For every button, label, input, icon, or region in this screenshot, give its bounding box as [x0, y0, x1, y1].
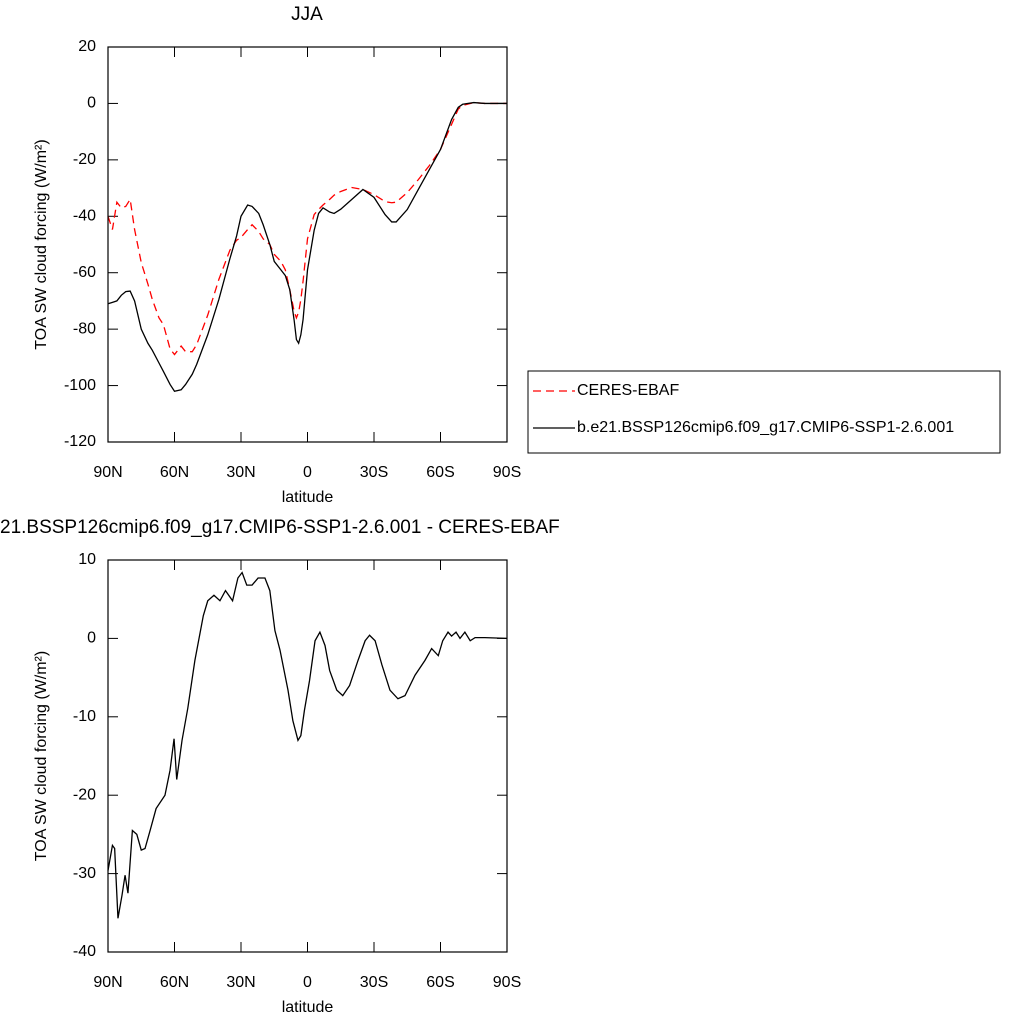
data-line	[107, 101, 507, 356]
y-tick-label: -10	[73, 708, 96, 725]
x-tick-label: 60S	[426, 974, 454, 991]
y-tick-label: 0	[87, 630, 96, 647]
x-tick-label: 90S	[493, 464, 521, 481]
data-line	[107, 101, 507, 392]
y-tick-label: -40	[73, 208, 96, 225]
y-tick-label: -30	[73, 865, 96, 882]
x-tick-label: 90S	[493, 974, 521, 991]
x-tick-label: 90N	[93, 464, 122, 481]
y-tick-label: -20	[73, 786, 96, 803]
y-tick-label: -20	[73, 151, 96, 168]
x-tick-label: 30N	[226, 464, 255, 481]
y-tick-label: 10	[78, 551, 96, 568]
y-tick-label: -120	[64, 433, 96, 450]
data-line	[107, 571, 508, 919]
plot-frame	[107, 559, 508, 953]
x-tick-label: 30N	[226, 974, 255, 991]
y-axis-label: TOA SW cloud forcing (W/m²)	[33, 651, 50, 861]
y-tick-label: -40	[73, 943, 96, 960]
y-tick-label: 20	[78, 38, 96, 55]
chart-title: JJA	[291, 4, 323, 25]
legend-box	[527, 370, 1001, 454]
y-tick-label: -80	[73, 320, 96, 337]
plot-frame	[107, 46, 508, 443]
x-tick-label: 0	[303, 974, 312, 991]
x-axis-label: latitude	[282, 489, 334, 506]
legend-label: b.e21.BSSP126cmip6.f09_g17.CMIP6-SSP1-2.…	[577, 419, 954, 436]
x-tick-label: 60N	[160, 464, 189, 481]
y-tick-label: -100	[64, 377, 96, 394]
x-axis-label: latitude	[282, 999, 334, 1016]
y-axis-label: TOA SW cloud forcing (W/m²)	[33, 139, 50, 349]
y-tick-label: -60	[73, 264, 96, 281]
x-tick-label: 0	[303, 464, 312, 481]
x-tick-label: 30S	[360, 464, 388, 481]
x-tick-label: 60N	[160, 974, 189, 991]
y-tick-label: 0	[87, 95, 96, 112]
x-tick-label: 90N	[93, 974, 122, 991]
x-tick-label: 60S	[426, 464, 454, 481]
chart-title: 21.BSSP126cmip6.f09_g17.CMIP6-SSP1-2.6.0…	[0, 517, 560, 538]
legend-label: CERES-EBAF	[577, 382, 679, 399]
x-tick-label: 30S	[360, 974, 388, 991]
